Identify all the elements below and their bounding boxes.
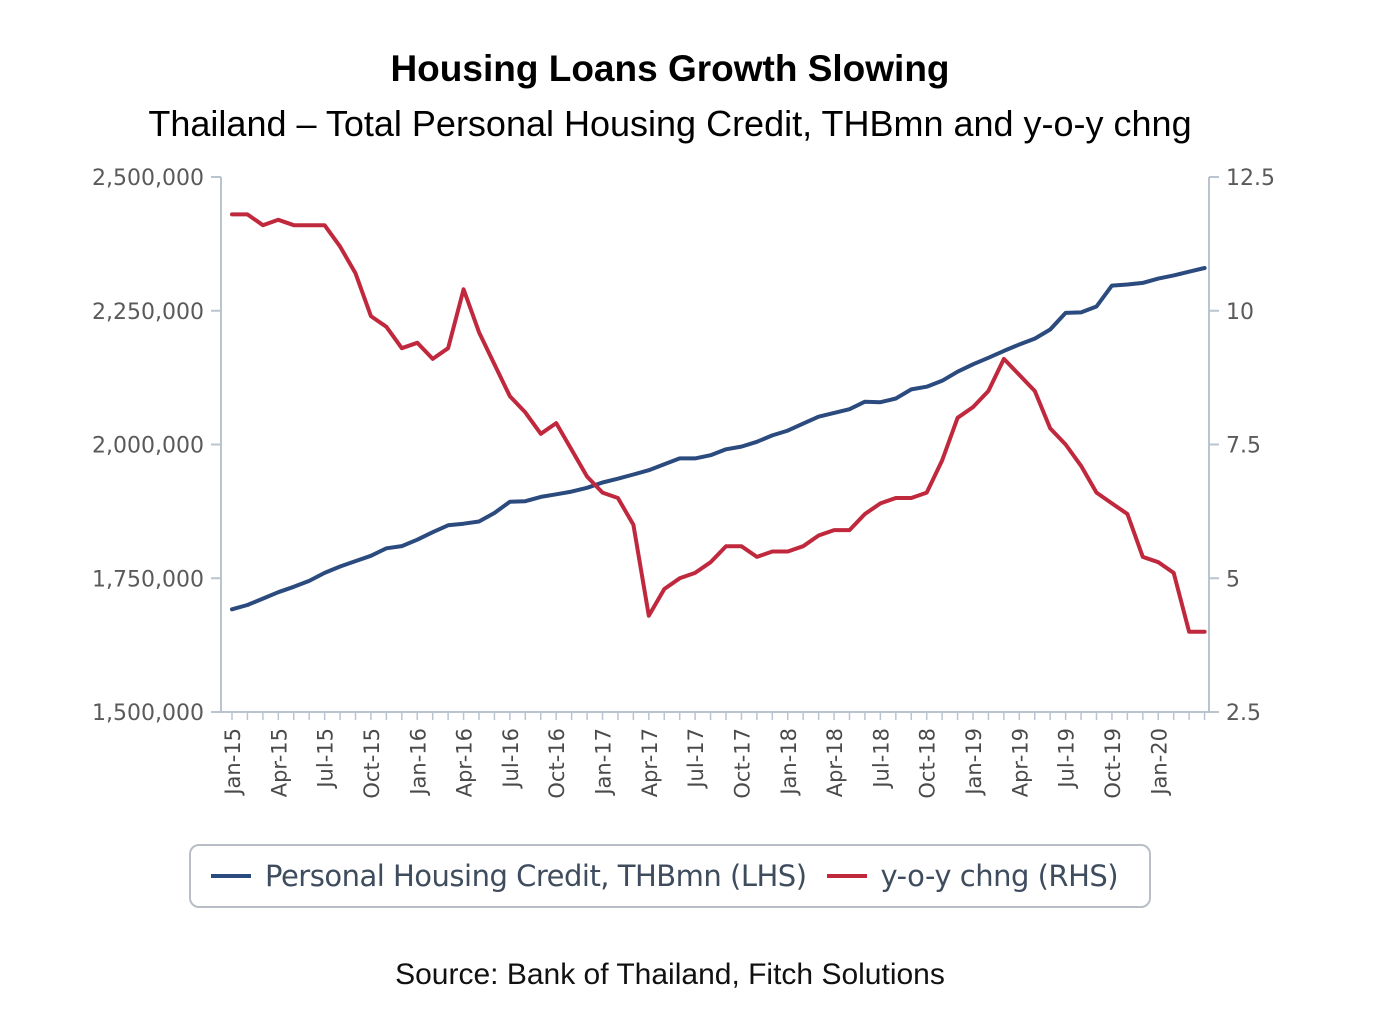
x-tick-label: Apr-19 [1008,728,1032,797]
x-tick-label: Jul-19 [1055,728,1079,790]
legend-label-credit: Personal Housing Credit, THBmn (LHS) [265,859,807,893]
right-tick-label: 12.5 [1226,166,1275,191]
left-axis-ticks: 1,500,000 1,750,000 2,000,000 2,250,000 2,50… [92,166,221,726]
x-tick-label: Oct-19 [1101,728,1125,799]
left-tick-label: 2,250,000 [92,300,204,325]
x-tick-label: Jan-18 [777,728,801,797]
x-tick-label: Jul-16 [499,728,523,790]
series-line-credit [230,266,1207,612]
x-tick-label: Apr-15 [267,728,291,797]
x-tick-label: Jul-17 [684,728,708,790]
left-tick-label: 1,750,000 [92,567,204,592]
chart-title: Housing Loans Growth Slowing [390,48,950,89]
chart-area: 1,500,000 1,750,000 2,000,000 2,250,000 2,50… [92,166,1275,799]
x-tick-label: Oct-17 [730,728,754,799]
x-tick-label: Apr-17 [638,728,662,797]
x-tick-label: Jan-16 [406,728,430,797]
x-tick-label: Jan-15 [221,728,245,797]
right-tick-label: 10 [1226,300,1254,325]
x-tick-label: Jan-20 [1147,728,1171,797]
x-tick-label: Oct-16 [545,728,569,799]
right-tick-label: 7.5 [1226,434,1261,459]
chart-legend: Personal Housing Credit, THBmn (LHS) y-o… [189,844,1151,908]
right-tick-label: 2.5 [1226,701,1261,726]
x-tick-label: Jan-17 [592,728,616,797]
chart-source: Source: Bank of Thailand, Fitch Solution… [395,958,945,991]
legend-item-yoy: y-o-y chng (RHS) [807,859,1119,893]
right-axis-ticks: 2.5 5 7.5 10 12.5 [1209,166,1275,726]
x-tick-label: Oct-18 [916,728,940,799]
right-tick-label: 5 [1226,567,1240,592]
legend-swatch-yoy [826,874,867,878]
left-tick-label: 2,500,000 [92,166,204,191]
left-tick-label: 2,000,000 [92,434,204,459]
chart-axes [220,177,1210,713]
chart-subtitle: Thailand – Total Personal Housing Credit… [148,103,1192,144]
x-tick-label: Oct-15 [360,728,384,799]
x-tick-label: Jul-15 [314,728,338,790]
x-tick-label: Jul-18 [869,728,893,790]
x-tick-label: Jan-19 [962,728,986,797]
left-tick-label: 1,500,000 [92,701,204,726]
x-axis-ticks: Jan-15 Apr-15 Jul-15 Oct-15 Jan-16 Apr-16 Jul-… [221,712,1206,799]
x-tick-label: Apr-18 [823,728,847,797]
legend-label-yoy: y-o-y chng (RHS) [880,859,1119,893]
legend-item-credit: Personal Housing Credit, THBmn (LHS) [191,859,807,893]
legend-swatch-credit [211,874,251,878]
x-tick-label: Apr-16 [453,728,477,797]
series-line-yoy [230,212,1207,634]
series-group [230,212,1207,634]
